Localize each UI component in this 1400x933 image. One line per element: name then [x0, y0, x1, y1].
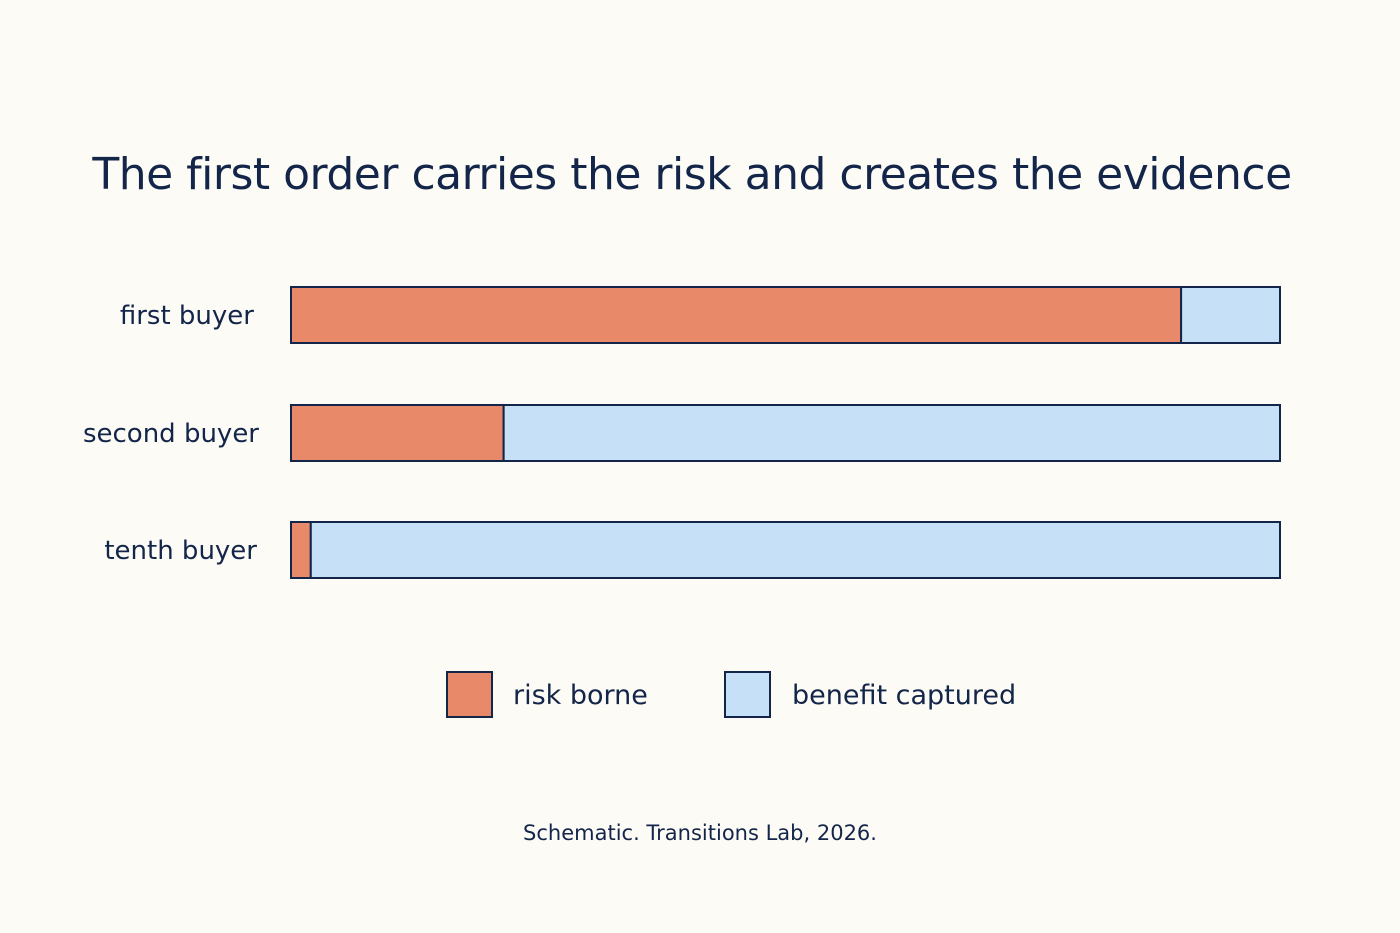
legend-swatch-risk-borne — [446, 671, 493, 718]
bar-segment-benefit-captured-first-buyer — [1180, 286, 1281, 344]
row-label-second-buyer: second buyer — [83, 419, 259, 449]
legend: risk borne benefit captured — [446, 671, 1016, 718]
legend-swatch-benefit-captured — [724, 671, 771, 718]
bar-outline-second-buyer — [290, 404, 1281, 462]
bar-outline-first-buyer — [290, 286, 1281, 344]
chart-title: The first order carries the risk and cre… — [91, 149, 1291, 200]
bar-segment-benefit-captured-second-buyer — [502, 404, 1281, 462]
bar-outline-tenth-buyer — [290, 521, 1281, 579]
bar-segment-risk-borne-tenth-buyer — [290, 521, 312, 579]
bar-segment-risk-borne-second-buyer — [290, 404, 505, 462]
row-labels-group: first buyer second buyer tenth buyer — [83, 301, 259, 566]
bar-segment-benefit-captured-tenth-buyer — [309, 521, 1281, 579]
legend-label-risk-borne: risk borne — [513, 680, 648, 711]
legend-label-benefit-captured: benefit captured — [792, 680, 1016, 711]
bar-segment-risk-borne-first-buyer — [290, 286, 1183, 344]
bars-group — [290, 286, 1281, 579]
row-label-tenth-buyer: tenth buyer — [104, 536, 257, 566]
row-label-first-buyer: first buyer — [120, 301, 254, 331]
source-note: Schematic. Transitions Lab, 2026. — [523, 821, 877, 845]
